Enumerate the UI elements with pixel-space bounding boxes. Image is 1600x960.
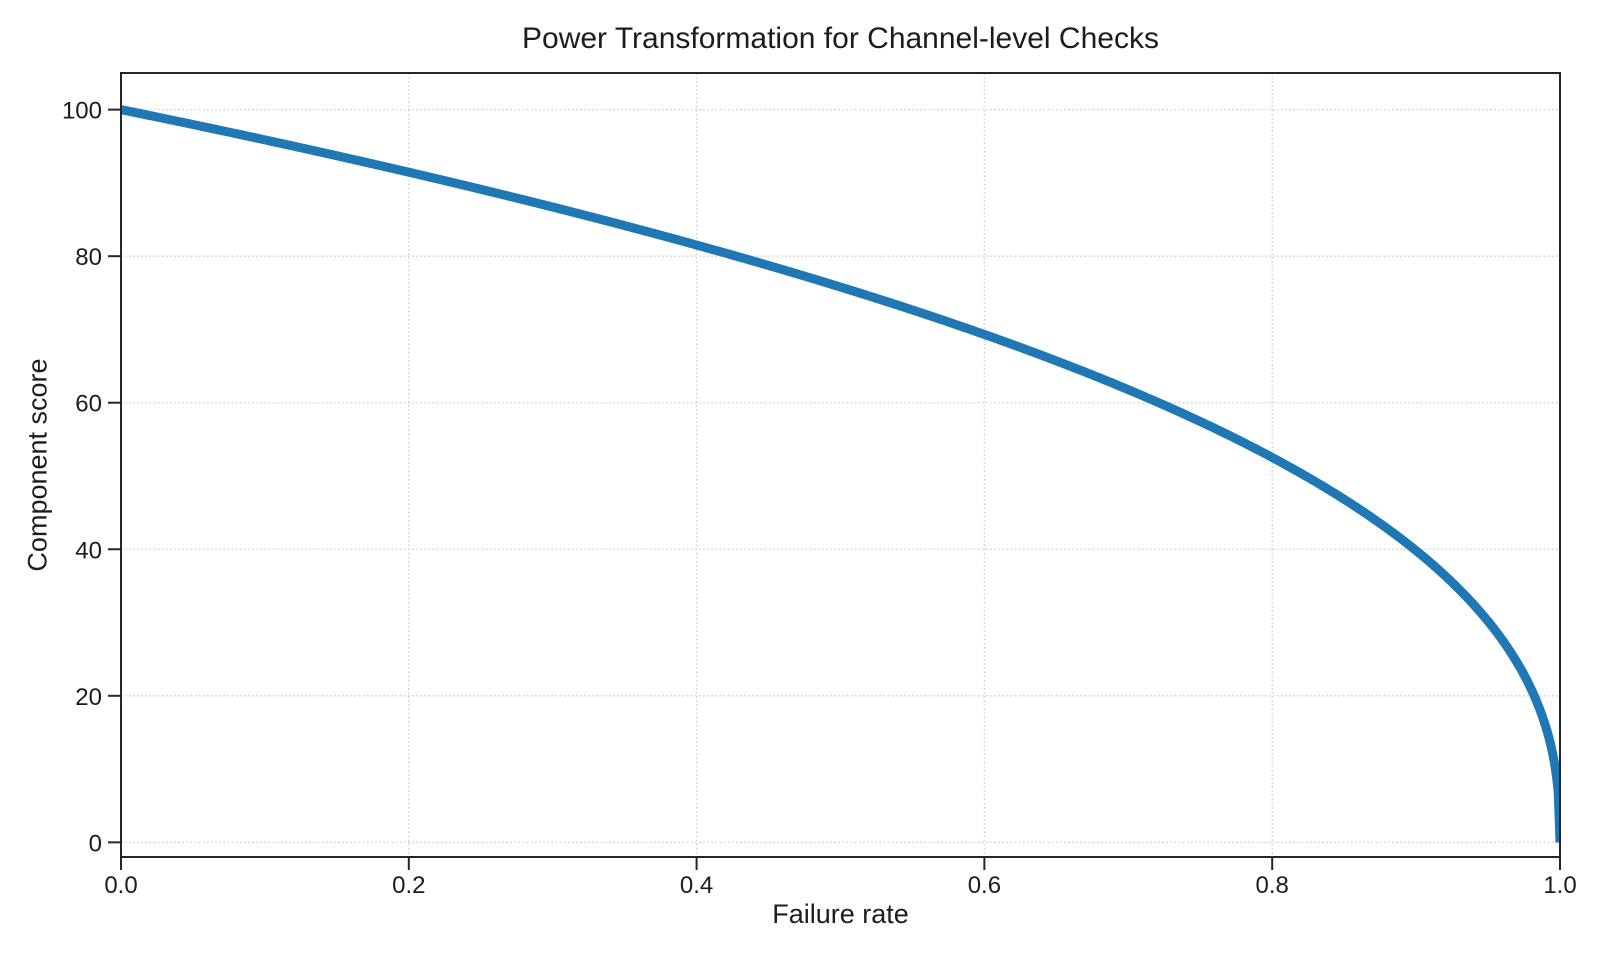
x-axis-label: Failure rate <box>772 899 909 929</box>
series-line <box>121 105 1560 843</box>
chart-title: Power Transformation for Channel-level C… <box>522 22 1159 55</box>
y-axis-label: Component score <box>22 358 53 572</box>
y-tick-label-20: 20 <box>75 684 102 711</box>
x-tick-label-1.0: 1.0 <box>1543 872 1576 899</box>
x-tick-label-0.4: 0.4 <box>680 872 713 899</box>
y-tick-label-100: 100 <box>62 98 102 125</box>
x-tick-label-0.0: 0.0 <box>104 872 137 899</box>
y-tick-label-60: 60 <box>75 391 102 418</box>
x-tick-label-0.6: 0.6 <box>968 872 1001 899</box>
plot-frame <box>120 72 1561 858</box>
x-tick-label-0.2: 0.2 <box>392 872 425 899</box>
y-tick-label-40: 40 <box>75 537 102 564</box>
y-tick-label-80: 80 <box>75 244 102 271</box>
y-tick-label-0: 0 <box>89 830 102 857</box>
x-tick-label-0.8: 0.8 <box>1256 872 1289 899</box>
